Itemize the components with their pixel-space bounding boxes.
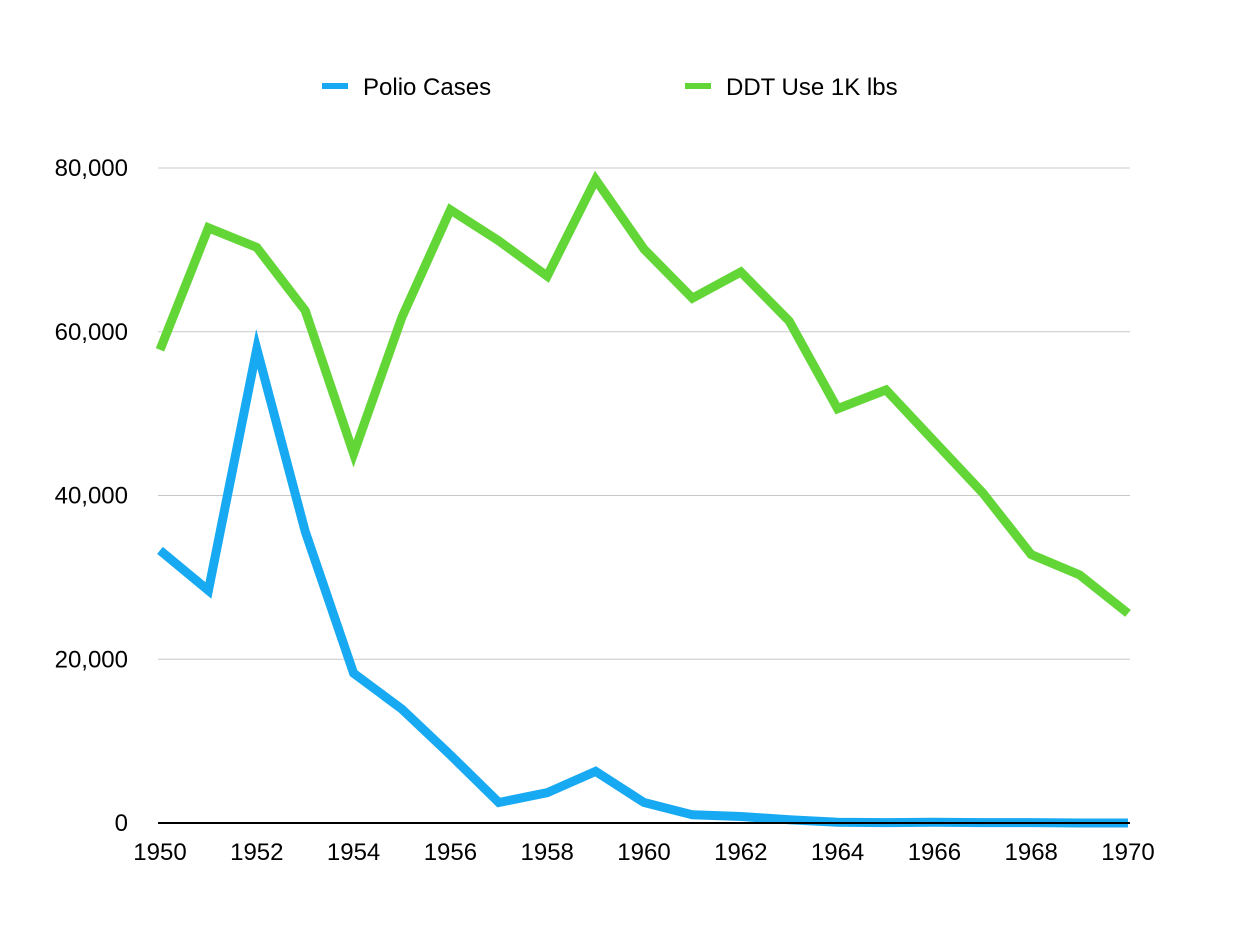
y-tick-label: 20,000 [55, 646, 128, 673]
legend: Polio Cases DDT Use 1K lbs [322, 74, 898, 101]
x-tick-label: 1966 [908, 839, 961, 866]
legend-item-ddt-use: DDT Use 1K lbs [685, 74, 898, 101]
x-tick-label: 1958 [521, 839, 574, 866]
x-tick-label: 1956 [424, 839, 477, 866]
x-tick-label: 1954 [327, 839, 380, 866]
x-tick-label: 1968 [1005, 839, 1058, 866]
y-tick-label: 40,000 [55, 483, 128, 510]
series-line-polio-cases [157, 329, 1128, 828]
x-tick-label: 1962 [714, 839, 767, 866]
gridlines [158, 167, 1130, 660]
x-axis-tick-labels: 1950 1952 1954 1956 1958 1960 1962 1964 1966 1968… [133, 839, 1154, 866]
x-tick-label: 1950 [133, 839, 186, 866]
x-tick-label: 1960 [617, 839, 670, 866]
x-tick-label: 1964 [811, 839, 864, 866]
legend-item-polio-cases: Polio Cases [322, 74, 491, 101]
legend-label-ddt-use: DDT Use 1K lbs [726, 74, 898, 101]
y-axis-tick-labels: 0 20,000 40,000 60,000 80,000 [55, 155, 128, 837]
series-layer [155, 170, 1131, 828]
x-tick-label: 1970 [1101, 839, 1154, 866]
x-tick-label: 1952 [230, 839, 283, 866]
y-tick-label: 80,000 [55, 155, 128, 182]
legend-label-polio-cases: Polio Cases [363, 74, 491, 101]
y-tick-label: 0 [115, 810, 128, 837]
y-tick-label: 60,000 [55, 319, 128, 346]
series-line-ddt-use [155, 170, 1131, 617]
